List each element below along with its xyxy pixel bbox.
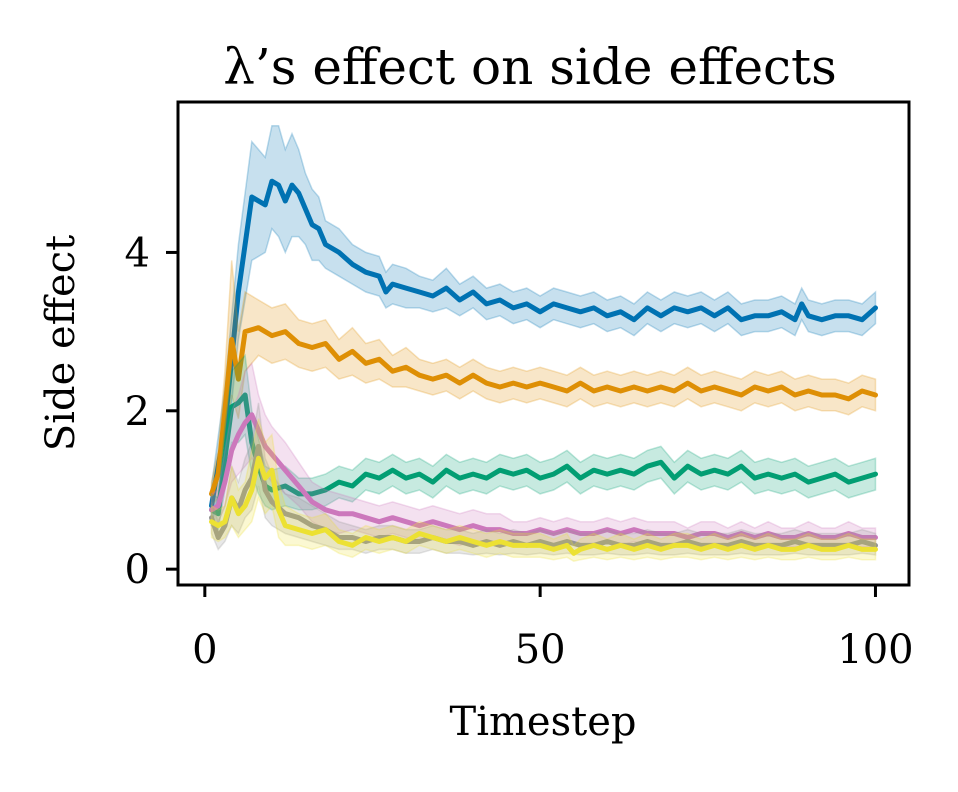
series-6: [209, 418, 878, 562]
x-axis-label: Timestep: [450, 699, 637, 745]
series-3: [209, 353, 878, 531]
x-tick-label: 50: [515, 627, 566, 673]
confidence-band: [210, 353, 877, 531]
y-tick-label: 0: [125, 547, 150, 593]
series-line: [209, 392, 878, 517]
series-line: [209, 412, 878, 540]
series-line: [209, 443, 878, 548]
series-5: [209, 402, 878, 556]
plot-area: [209, 125, 878, 562]
x-tick-label: 100: [837, 627, 913, 673]
y-tick-label: 2: [125, 389, 150, 435]
x-axis: 0 50 100: [192, 585, 914, 673]
series-line: [209, 178, 878, 509]
series-line: [209, 325, 878, 497]
confidence-band: [210, 125, 877, 526]
x-tick-label: 0: [192, 627, 217, 673]
confidence-band: [210, 402, 877, 556]
series-1: [209, 125, 878, 526]
y-tick-label: 4: [125, 230, 150, 276]
series-line: [209, 455, 878, 556]
y-axis: 0 2 4: [125, 230, 178, 593]
chart-title: λ’s effect on side effects: [223, 38, 837, 96]
y-axis-label: Side effect: [38, 235, 84, 451]
plot-frame: [176, 100, 911, 587]
series-2: [209, 260, 878, 508]
